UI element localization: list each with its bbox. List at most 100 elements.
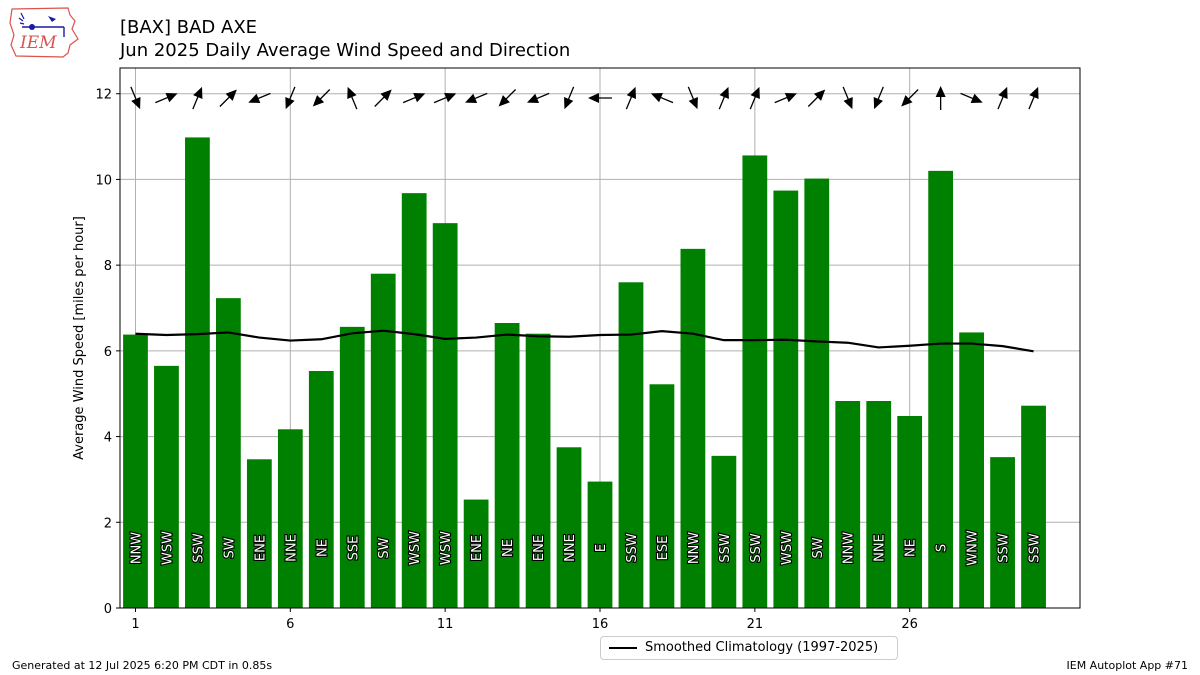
wind-arrow-head	[873, 97, 883, 110]
climatology-line	[135, 329, 1034, 353]
wind-arrow-head	[193, 86, 203, 99]
bar-day-29	[990, 457, 1015, 608]
wind-arrow-head	[498, 95, 510, 107]
chart-title-subtitle: Jun 2025 Daily Average Wind Speed and Di…	[120, 40, 571, 61]
bar-day-25	[866, 401, 892, 608]
direction-label-day-18: ESE	[656, 536, 671, 561]
direction-label-day-24: NNW	[842, 532, 857, 564]
bar-day-28	[959, 332, 984, 608]
bar-day-12	[463, 499, 489, 608]
wind-arrow-day-11	[433, 92, 457, 104]
direction-label-layer: NNW WSW SSW SW ENE NNE NE SSE SW WSW WSW ENE NE ENE NN…	[128, 529, 1043, 567]
y-tick-label: 10	[95, 173, 112, 188]
wind-arrow-layer	[130, 86, 1039, 110]
bar-day-4	[216, 298, 241, 608]
direction-label-day-20: SSW	[718, 533, 733, 563]
x-tick-label: 16	[592, 617, 609, 632]
direction-label-day-8: SSE	[346, 536, 361, 561]
y-tick-label: 6	[104, 345, 112, 360]
wind-arrow-head	[444, 92, 457, 103]
x-tick-label: 21	[747, 617, 764, 632]
direction-label-day-29: SSW	[997, 533, 1012, 563]
direction-label-day-11: WSW	[439, 531, 454, 565]
direction-label-day-12: ENE	[470, 535, 485, 561]
generated-timestamp: Generated at 12 Jul 2025 6:20 PM CDT in …	[12, 659, 273, 672]
wind-arrow-head	[650, 92, 663, 103]
y-axis-label: Average Wind Speed [miles per hour]	[72, 216, 87, 460]
y-tick-label: 2	[104, 516, 112, 531]
wind-arrow-head	[935, 86, 946, 97]
wind-arrow-day-10	[402, 92, 426, 104]
direction-label-day-19: NNW	[687, 532, 702, 564]
wind-arrow-head	[784, 92, 797, 103]
direction-label-day-13: NE	[501, 539, 516, 557]
wind-arrow-head	[719, 86, 729, 99]
bar-day-20	[711, 455, 737, 608]
y-tick-label: 8	[104, 259, 112, 274]
wind-arrow-day-17	[625, 86, 636, 110]
wind-arrow-head	[901, 95, 913, 107]
wind-arrow-head	[312, 95, 325, 107]
wind-arrow-day-18	[650, 92, 674, 104]
wind-arrow-head	[526, 93, 540, 104]
direction-label-day-21: SSW	[749, 533, 764, 563]
climatology-line-layer	[135, 329, 1034, 353]
wind-arrow-day-23	[807, 89, 826, 107]
direction-label-day-28: WNW	[966, 530, 981, 566]
wind-arrow-day-4	[219, 89, 237, 107]
y-tick-label: 4	[104, 431, 112, 446]
wind-arrow-head	[465, 93, 478, 104]
wind-arrow-head	[248, 93, 261, 104]
wind-arrow-day-1	[130, 86, 141, 110]
wind-arrow-head	[843, 97, 853, 110]
direction-label-day-7: NE	[315, 539, 330, 557]
bar-day-17	[618, 282, 644, 608]
wind-arrow-day-16	[588, 93, 612, 103]
bar-day-16	[587, 481, 613, 608]
bar-day-1	[123, 334, 148, 608]
direction-label-day-4: SW	[222, 537, 237, 558]
wind-arrow-day-8	[347, 86, 358, 110]
bar-day-26	[897, 416, 923, 608]
bar-day-3	[185, 137, 210, 608]
bar-day-19	[680, 248, 706, 608]
wind-arrow-day-2	[155, 92, 178, 104]
wind-arrow-day-21	[749, 86, 760, 110]
direction-label-day-25: NNE	[873, 534, 888, 562]
direction-label-day-22: WSW	[780, 531, 795, 565]
chart-title-station: [BAX] BAD AXE	[120, 17, 258, 38]
wind-arrow-day-29	[997, 86, 1008, 110]
bar-day-27	[928, 170, 954, 608]
wind-arrow-day-12	[465, 92, 488, 104]
bar-day-7	[308, 371, 334, 608]
wind-arrow-day-25	[873, 86, 884, 110]
direction-label-day-2: WSW	[160, 531, 175, 565]
legend-label: Smoothed Climatology (1997-2025)	[645, 640, 879, 655]
wind-arrow-day-5	[248, 92, 271, 104]
legend-line-swatch	[609, 647, 637, 649]
x-tick-label: 1	[131, 617, 139, 632]
x-tick-label: 11	[437, 617, 454, 632]
y-tick-label: 0	[104, 602, 112, 617]
direction-label-day-5: ENE	[253, 535, 268, 561]
app-id-label: IEM Autoplot App #71	[1066, 659, 1189, 672]
wind-arrow-day-26	[901, 89, 919, 107]
wind-arrow-day-7	[312, 89, 331, 107]
bar-layer	[123, 137, 1046, 609]
direction-label-day-15: NNE	[563, 534, 578, 562]
wind-arrow-head	[813, 89, 826, 101]
wind-arrow-day-30	[1028, 86, 1039, 110]
wind-arrow-day-27	[935, 86, 946, 110]
wind-arrow-day-9	[374, 89, 392, 107]
iem-logo-icon: IEM	[8, 5, 80, 59]
wind-arrow-day-6	[285, 86, 296, 110]
bar-day-23	[804, 178, 830, 609]
wind-arrow-head	[165, 92, 178, 103]
direction-label-day-6: NNE	[284, 534, 299, 562]
direction-label-day-27: S	[935, 544, 950, 552]
wind-arrow-head	[225, 89, 237, 101]
wind-arrow-day-28	[960, 92, 983, 104]
